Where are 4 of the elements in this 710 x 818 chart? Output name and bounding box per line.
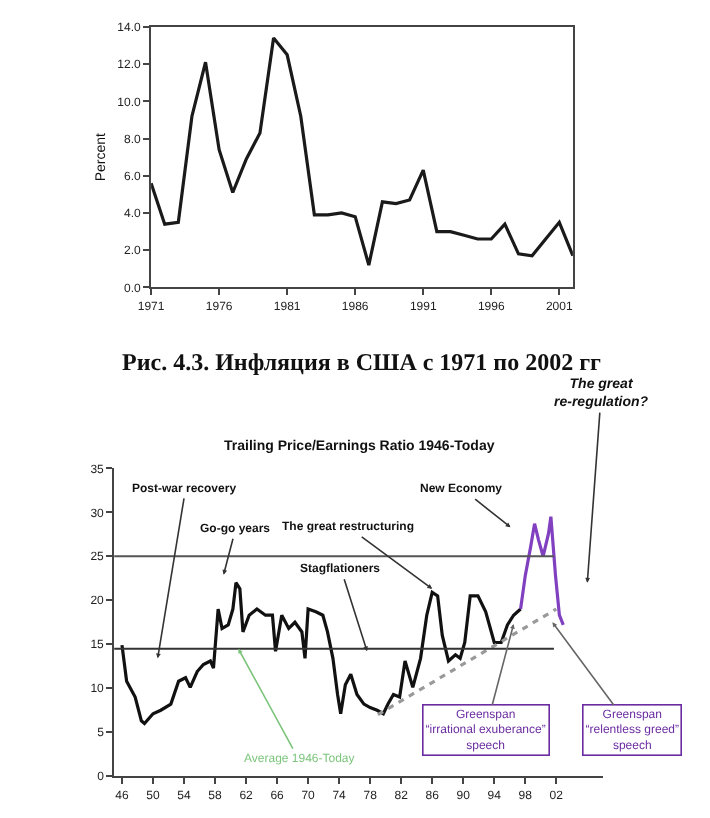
line-series — [120, 581, 523, 726]
text: Рис. 4.3. Инфляция в США с 1971 по 2002 гг — [122, 348, 603, 376]
line-series — [151, 36, 573, 267]
line-series — [519, 515, 565, 627]
